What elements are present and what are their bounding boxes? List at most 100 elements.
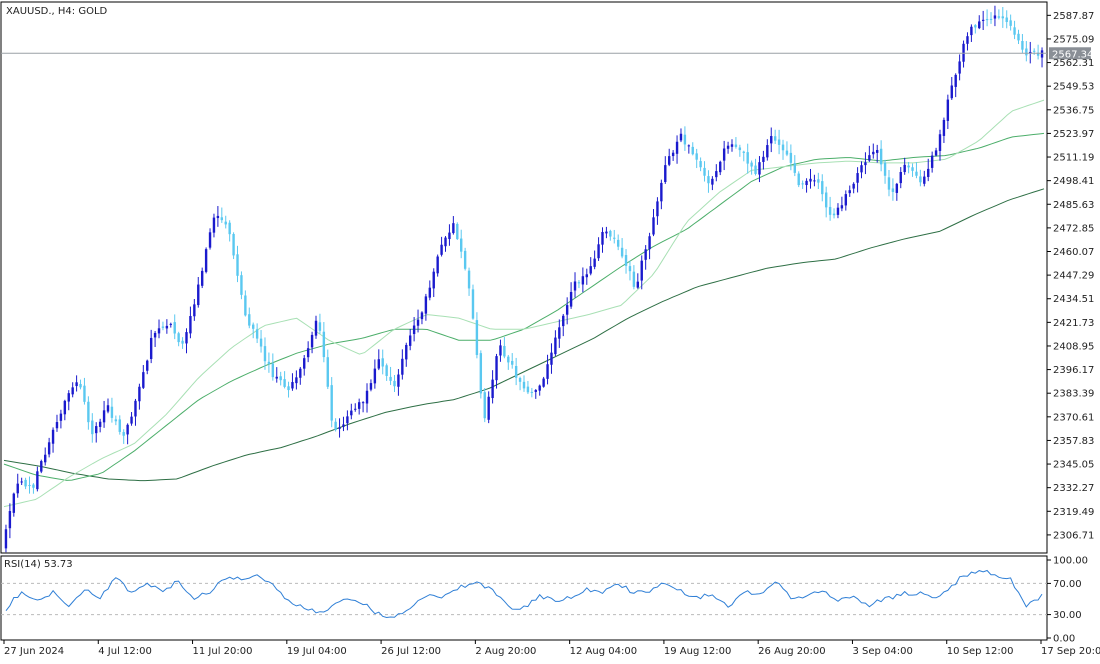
candle-body: [828, 206, 832, 215]
candle: [518, 376, 522, 391]
candle-body: [244, 295, 247, 316]
candle: [189, 306, 192, 339]
candle: [138, 383, 141, 410]
candle-body: [240, 275, 243, 295]
candle-body: [98, 421, 102, 427]
candle: [95, 422, 98, 443]
candle-body: [220, 217, 224, 221]
candle: [950, 76, 953, 100]
candle-body: [789, 152, 793, 163]
candle: [216, 206, 220, 227]
candle: [208, 228, 212, 250]
candle: [801, 180, 804, 189]
candle-body: [401, 358, 404, 375]
candle-body: [715, 171, 718, 178]
candle-body: [495, 356, 498, 381]
candle: [110, 397, 114, 423]
candle-body: [507, 356, 510, 363]
candle-body: [36, 471, 39, 490]
candle-body: [91, 420, 94, 435]
candle-body: [691, 146, 694, 155]
candle-body: [656, 201, 659, 217]
candle-body: [1001, 16, 1004, 19]
candle-body: [279, 376, 282, 381]
candle-body: [907, 165, 910, 168]
candle-body: [781, 144, 785, 151]
candle: [460, 229, 463, 259]
candle-body: [981, 19, 985, 21]
candle: [271, 353, 275, 381]
price-axis-label: 2306.71: [1053, 530, 1094, 541]
candle-body: [95, 426, 98, 434]
candle-body: [989, 18, 993, 20]
candle-body: [373, 368, 377, 384]
candle: [664, 156, 667, 184]
candle-body: [106, 405, 110, 412]
candle-body: [738, 147, 742, 151]
candle: [605, 226, 608, 239]
price-axis-label: 2447.29: [1053, 271, 1094, 282]
candle-body: [47, 442, 51, 455]
candle-body: [707, 176, 710, 184]
candle-body: [75, 382, 78, 387]
candle-body: [754, 165, 757, 174]
candle: [703, 161, 706, 182]
candle-body: [954, 74, 957, 87]
candle-body: [169, 323, 172, 325]
candle-body: [40, 461, 43, 472]
candle: [601, 227, 604, 253]
candle-body: [44, 454, 47, 463]
candle: [267, 352, 271, 373]
candle-body: [228, 222, 231, 235]
candle: [471, 284, 475, 320]
candle-body: [585, 274, 588, 278]
candle: [487, 391, 490, 424]
candle-body: [664, 165, 667, 182]
candle-body: [919, 176, 922, 183]
candle-body: [259, 338, 263, 347]
price-axis-label: 2549.53: [1053, 82, 1094, 93]
candle: [671, 150, 675, 161]
candle-body: [483, 392, 486, 419]
candle-body: [369, 383, 373, 390]
candle: [342, 416, 345, 432]
candle: [683, 126, 687, 151]
candle: [1001, 6, 1004, 28]
candle-body: [750, 162, 753, 167]
candle: [1032, 48, 1036, 55]
candle-body: [346, 416, 349, 424]
candle: [169, 322, 172, 328]
candle-body: [777, 139, 781, 145]
candle-body: [652, 217, 655, 235]
candle: [844, 190, 848, 211]
candle: [483, 388, 486, 423]
candle: [1005, 10, 1008, 29]
candle: [232, 232, 235, 260]
candle: [393, 374, 396, 393]
candle: [334, 418, 337, 432]
candle: [679, 128, 683, 143]
candle: [526, 380, 530, 395]
candle-body: [193, 304, 196, 317]
candle: [691, 142, 694, 156]
candle-body: [475, 320, 479, 355]
candle: [456, 222, 459, 241]
candle-body: [817, 179, 820, 183]
time-axis-label: 4 Jul 12:00: [98, 646, 152, 657]
candle-body: [687, 145, 691, 147]
candle-body: [318, 322, 322, 331]
price-axis-label: 2511.19: [1053, 153, 1094, 164]
candle-body: [970, 26, 973, 36]
candle: [542, 376, 545, 388]
candle-body: [879, 148, 883, 165]
candle: [848, 185, 851, 197]
candle: [766, 139, 769, 161]
candle-body: [726, 145, 730, 149]
candle-body: [597, 244, 600, 259]
candle: [1021, 34, 1024, 53]
candle-body: [4, 529, 8, 549]
candle: [754, 158, 757, 176]
candle-body: [271, 363, 275, 378]
price-axis-label: 2345.05: [1053, 460, 1094, 471]
